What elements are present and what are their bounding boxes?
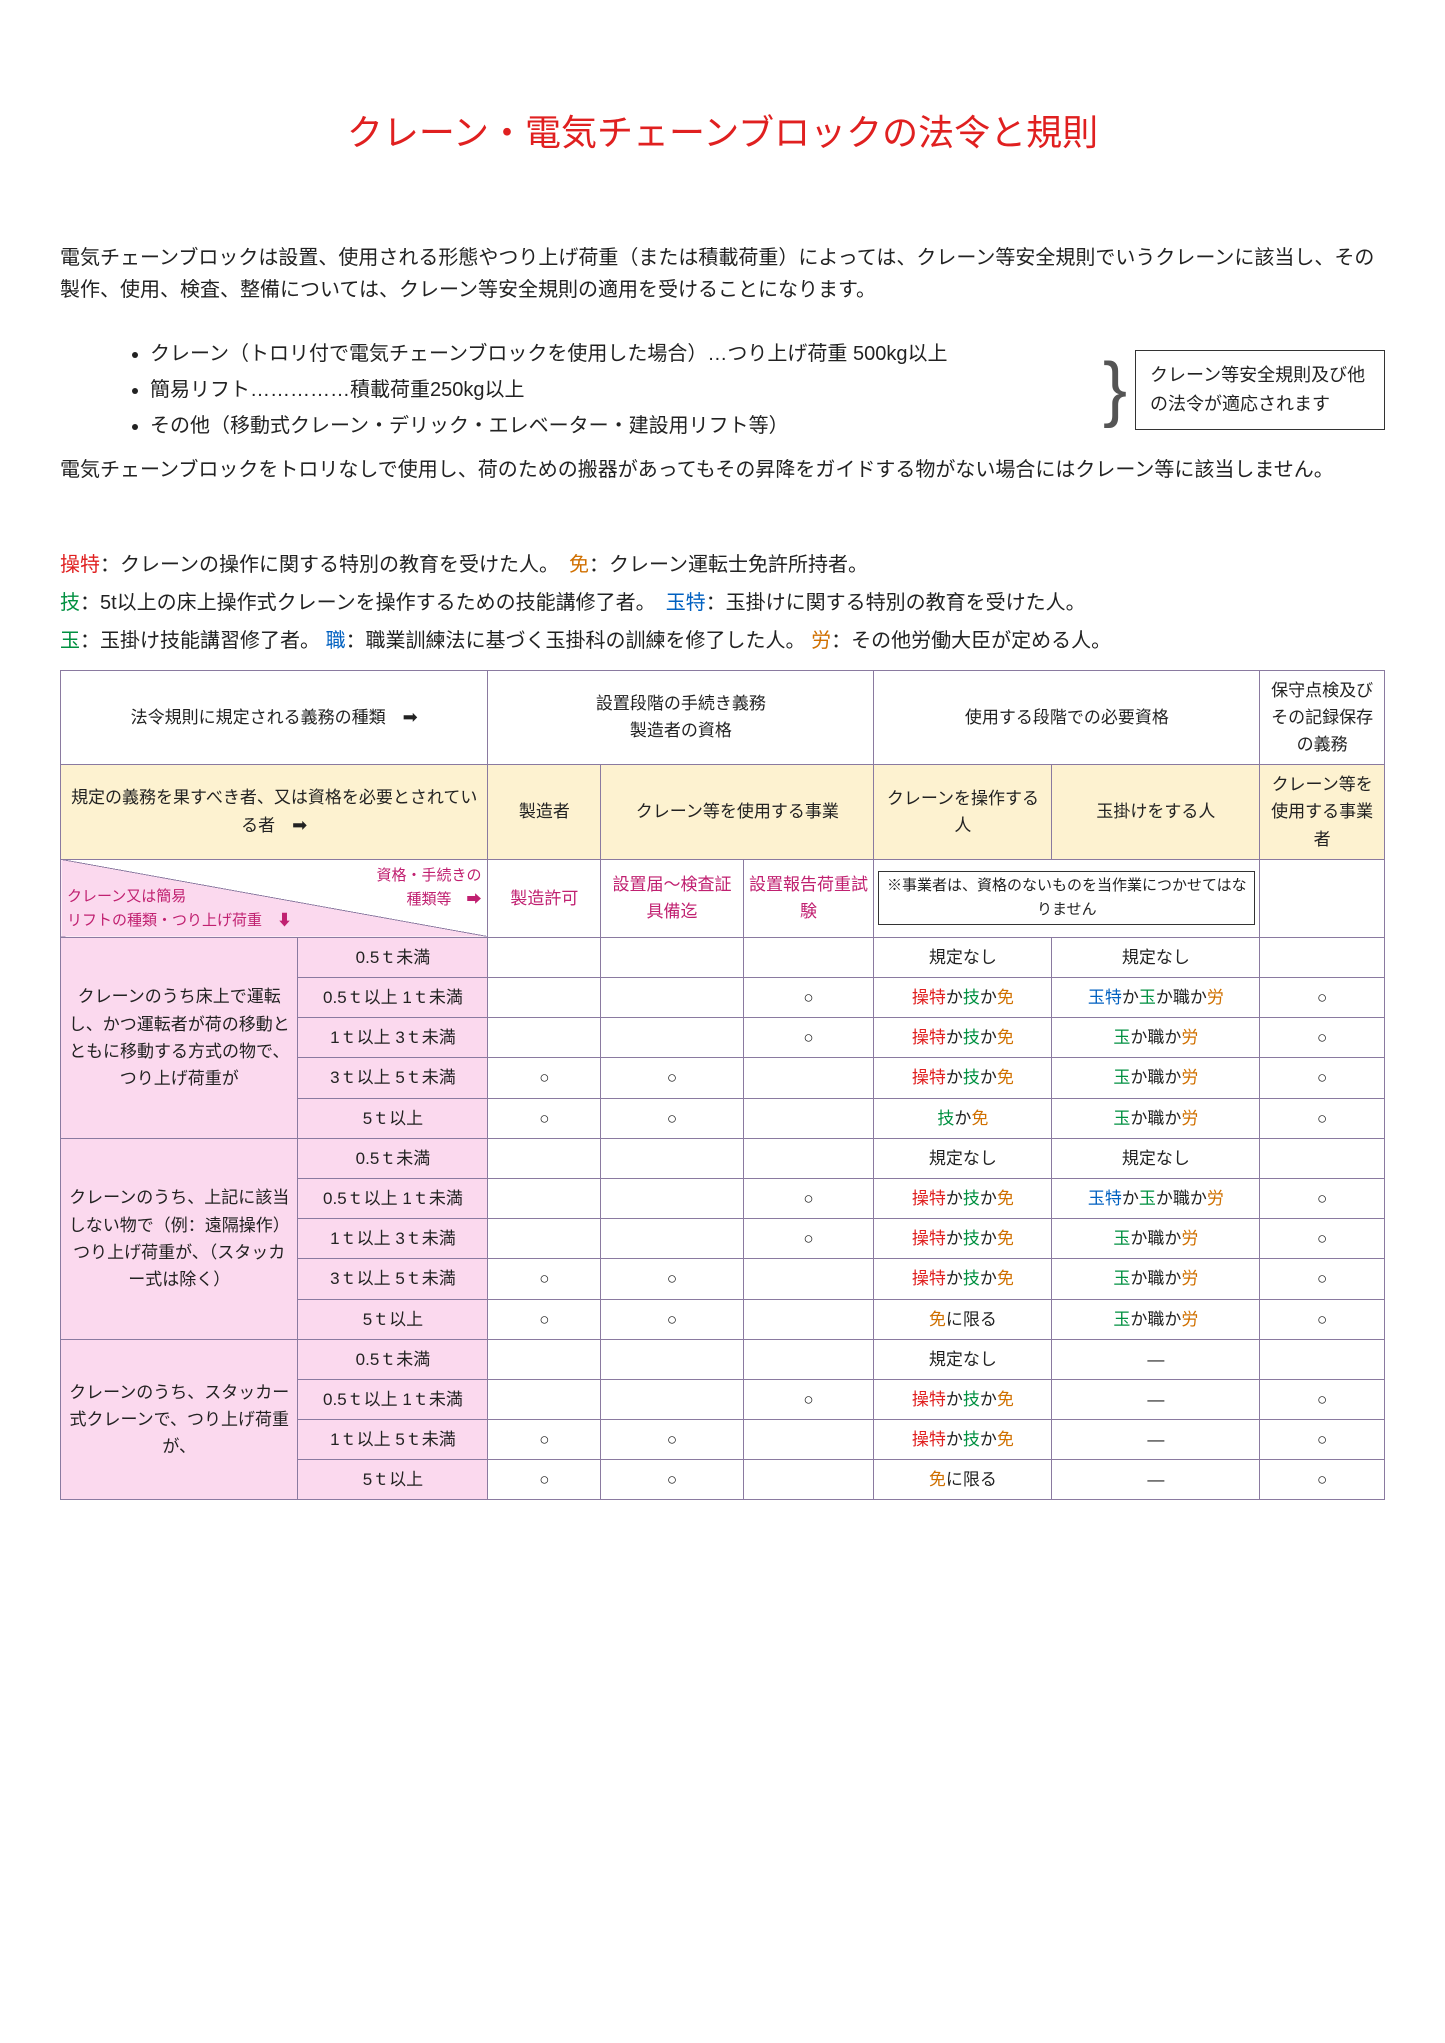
intro-text: 電気チェーンブロックは設置、使用される形態やつり上げ荷重（または積載荷重）によっ…: [60, 242, 1385, 306]
page-title: クレーン・電気チェーンブロックの法令と規則: [60, 104, 1385, 162]
bullet-item: その他（移動式クレーン・デリック・エレベーター・建設用リフト等）: [150, 408, 1099, 444]
regulations-table: 法令規則に規定される義務の種類 ➡設置段階の手続き義務製造者の資格使用する段階で…: [60, 670, 1385, 1501]
legend-block: 操特：クレーンの操作に関する特別の教育を受けた人。 免：クレーン運転士免許所持者…: [60, 546, 1385, 660]
bullet-item: 簡易リフト……………積載荷重250kg以上: [150, 372, 1099, 408]
brace-icon: }: [1099, 361, 1135, 419]
side-note-box: クレーン等安全規則及び他の法令が適応されます: [1135, 350, 1385, 430]
bullet-section: クレーン（トロリ付で電気チェーンブロックを使用した場合）…つり上げ荷重 500k…: [60, 326, 1385, 454]
bullet-item: クレーン（トロリ付で電気チェーンブロックを使用した場合）…つり上げ荷重 500k…: [150, 336, 1099, 372]
bullet-list: クレーン（トロリ付で電気チェーンブロックを使用した場合）…つり上げ荷重 500k…: [90, 336, 1099, 444]
post-bullet-text: 電気チェーンブロックをトロリなしで使用し、荷のための搬器があってもその昇降をガイ…: [60, 454, 1385, 486]
